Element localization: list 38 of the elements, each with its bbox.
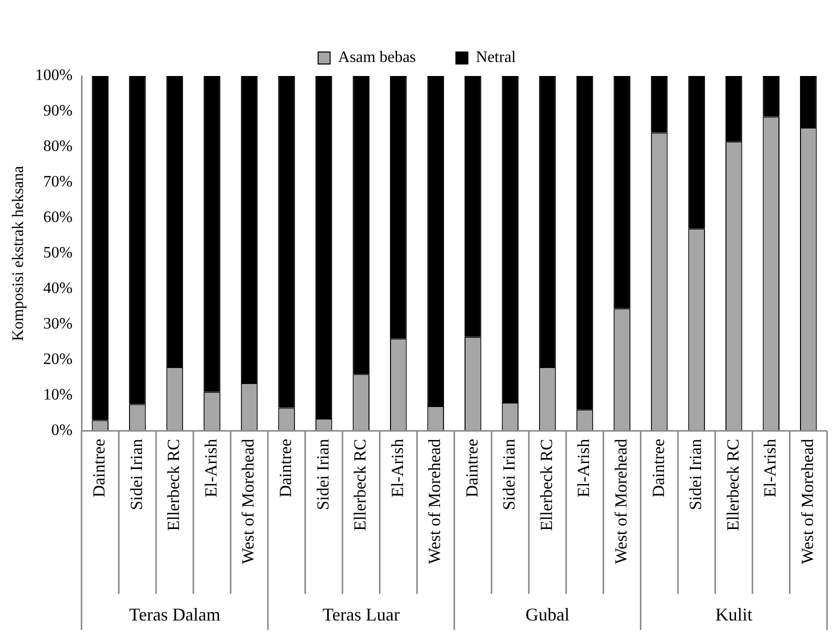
y-tick-label: 70% <box>43 174 73 191</box>
x-tick-label: Daintree <box>276 438 296 498</box>
y-tick-label: 80% <box>43 138 73 156</box>
x-tick-label: El-Arish <box>760 438 780 498</box>
x-tick-label: Daintree <box>648 438 668 498</box>
y-axis-title: Komposisi ekstrak heksana <box>10 166 27 341</box>
x-tick-label: West of Morehead <box>798 438 817 564</box>
x-tick-label: Ellerbeck RC <box>723 438 742 531</box>
x-tick-label: West of Morehead <box>425 438 444 564</box>
y-tick-label: 60% <box>43 209 73 226</box>
legend-label: Netral <box>476 49 516 66</box>
y-tick-label: 100% <box>35 67 73 84</box>
y-tick-label: 40% <box>43 280 73 298</box>
text: Kulit <box>715 604 752 625</box>
x-tick-label: Ellerbeck RC <box>536 438 556 531</box>
y-tick-label: 90% <box>43 102 73 120</box>
legend-label: Asam bebas <box>338 49 416 66</box>
y-tick-label: 50% <box>43 244 73 262</box>
x-tick-label: West of Morehead <box>238 438 258 564</box>
x-tick-label: El-Arish <box>574 438 594 498</box>
x-tick-label: Sidei Irian <box>126 438 146 510</box>
y-tick-label: 0% <box>51 422 73 440</box>
y-tick-label: 20% <box>43 351 73 368</box>
x-tick-label: Sidei Irian <box>500 438 519 510</box>
x-tick-label: El-Arish <box>201 438 220 498</box>
x-tick-label: Ellerbeck RC <box>164 438 184 531</box>
x-tick-label: Sidei Irian <box>313 438 332 510</box>
x-tick-label: Sidei Irian <box>686 438 706 510</box>
y-tick-label: 30% <box>43 316 73 333</box>
text: Teras Dalam <box>129 604 220 625</box>
y-tick-label: 10% <box>43 386 73 404</box>
text: Teras Luar <box>322 604 400 625</box>
text: Gubal <box>525 604 570 625</box>
x-tick-label: Ellerbeck RC <box>350 438 370 531</box>
x-tick-label: El-Arish <box>388 438 407 498</box>
x-tick-label: West of Morehead <box>611 438 630 564</box>
x-tick-label: Daintree <box>90 438 109 498</box>
x-tick-label: Daintree <box>462 438 482 498</box>
